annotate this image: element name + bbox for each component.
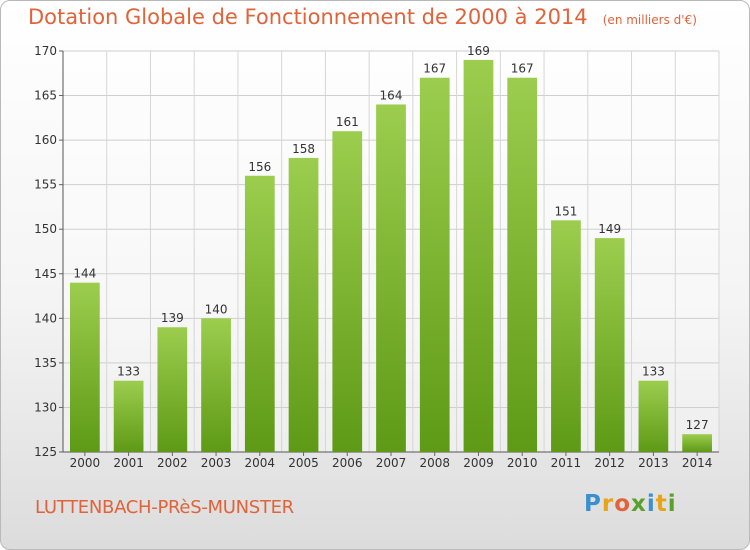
bar-value-label: 167 (511, 62, 534, 76)
chart-title-block: Dotation Globale de Fonctionnement de 20… (28, 5, 697, 29)
bar-value-label: 139 (161, 311, 184, 325)
logo-letter: P (584, 491, 602, 517)
bar-value-label: 167 (423, 62, 446, 76)
chart-title: Dotation Globale de Fonctionnement de 20… (28, 5, 588, 29)
proxiti-logo: Proxiti (584, 491, 677, 517)
bar-value-label: 158 (292, 142, 315, 156)
y-tick-label: 170 (34, 44, 57, 58)
bar-value-label: 133 (117, 365, 140, 379)
bar (682, 434, 713, 452)
bar-value-label: 140 (205, 302, 228, 316)
y-tick-label: 155 (34, 178, 57, 192)
y-tick-label: 140 (34, 311, 57, 325)
y-tick-label: 135 (34, 356, 57, 370)
bar-value-label: 144 (73, 267, 96, 281)
x-tick-label: 2000 (70, 456, 101, 470)
bar (507, 77, 538, 452)
logo-letter: i (667, 491, 677, 517)
bar (463, 59, 494, 453)
commune-name: LUTTENBACH-PRèS-MUNSTER (35, 497, 294, 518)
bar (376, 104, 406, 452)
bar-value-label: 169 (467, 44, 490, 58)
bar (201, 318, 231, 452)
logo-letter: r (601, 491, 615, 517)
x-tick-label: 2005 (288, 456, 319, 470)
bar (113, 380, 144, 452)
x-tick-label: 2008 (419, 456, 450, 470)
logo-letter: i (646, 491, 656, 517)
x-tick-label: 2009 (463, 456, 494, 470)
y-tick-label: 160 (34, 133, 57, 147)
bar-value-label: 161 (336, 115, 359, 129)
bar (419, 77, 450, 452)
bar-value-label: 156 (248, 160, 271, 174)
x-tick-label: 2003 (201, 456, 232, 470)
bar-value-label: 151 (554, 204, 577, 218)
x-tick-label: 2010 (507, 456, 538, 470)
y-tick-label: 130 (34, 400, 57, 414)
logo-letter: o (614, 491, 632, 517)
bar-value-label: 133 (642, 365, 665, 379)
bar (594, 238, 625, 452)
y-tick-label: 125 (34, 445, 57, 459)
bar (288, 157, 319, 452)
y-tick-label: 145 (34, 267, 57, 281)
bar-value-label: 164 (380, 88, 403, 102)
chart-unit: (en milliers d'€) (602, 13, 697, 27)
bar (244, 175, 275, 452)
bar (157, 327, 188, 452)
bar (69, 282, 100, 452)
logo-letter: t (655, 491, 668, 517)
x-tick-label: 2013 (638, 456, 669, 470)
x-tick-label: 2007 (376, 456, 407, 470)
y-tick-label: 150 (34, 222, 57, 236)
x-tick-label: 2001 (113, 456, 144, 470)
bar-value-label: 149 (598, 222, 621, 236)
x-tick-label: 2004 (245, 456, 276, 470)
bar (332, 131, 363, 452)
x-tick-label: 2012 (594, 456, 625, 470)
x-tick-label: 2006 (332, 456, 363, 470)
bar-value-label: 127 (686, 418, 709, 432)
y-tick-label: 165 (34, 89, 57, 103)
x-tick-label: 2014 (682, 456, 713, 470)
bar (551, 220, 581, 452)
logo-letter: x (631, 491, 647, 517)
bar (638, 380, 669, 452)
x-tick-label: 2002 (157, 456, 188, 470)
x-tick-label: 2011 (551, 456, 582, 470)
